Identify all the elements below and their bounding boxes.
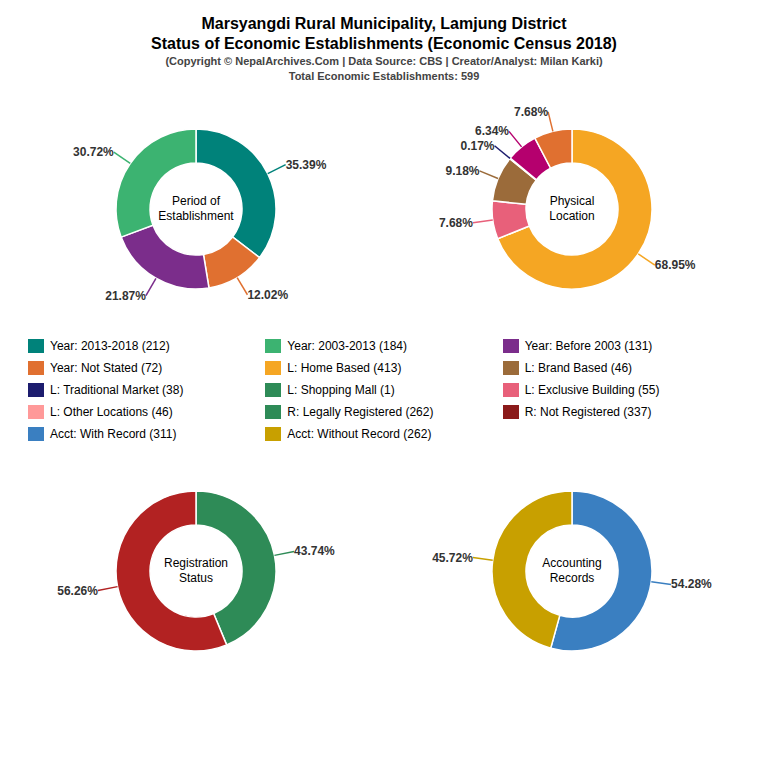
svg-text:0.17%: 0.17% xyxy=(460,139,494,153)
html-text:Year: Not Stated (72): Year: Not Stated (72) xyxy=(50,361,163,375)
svg-text:45.72%: 45.72% xyxy=(432,551,473,565)
svg-text:68.95%: 68.95% xyxy=(655,258,696,272)
svg-text:7.68%: 7.68% xyxy=(514,105,548,119)
html-text:L: Traditional Market (38): L: Traditional Market (38) xyxy=(50,383,184,397)
svg-text:12.02%: 12.02% xyxy=(247,288,288,302)
html-text:Period of Establishment: Period of Establishment xyxy=(158,194,234,223)
svg-text:6.34%: 6.34% xyxy=(475,124,509,138)
html-text:Year: Before 2003 (131): Year: Before 2003 (131) xyxy=(524,339,653,353)
html-text:Accounting Records: Accounting Records xyxy=(542,556,602,585)
html-text:L: Exclusive Building (55): L: Exclusive Building (55) xyxy=(524,383,660,397)
svg-text:54.28%: 54.28% xyxy=(671,577,712,591)
html-text:L: Home Based (413): L: Home Based (413) xyxy=(287,361,402,375)
html-text:(Copyright © NepalArchives.Com: (Copyright © NepalArchives.Com | Data So… xyxy=(165,55,603,67)
html-text:R: Legally Registered (262): R: Legally Registered (262) xyxy=(287,405,434,419)
html-text:Year: 2003-2013 (184): Year: 2003-2013 (184) xyxy=(287,339,407,353)
svg-text:56.26%: 56.26% xyxy=(57,584,98,598)
svg-text:35.39%: 35.39% xyxy=(286,158,327,172)
svg-text:7.68%: 7.68% xyxy=(439,216,473,230)
html-text:Year: 2013-2018 (212): Year: 2013-2018 (212) xyxy=(50,339,170,353)
html-text:Physical Location: Physical Location xyxy=(549,194,595,223)
html-text:R: Not Registered (337): R: Not Registered (337) xyxy=(524,405,652,419)
html-text:Total Economic Establishments:: Total Economic Establishments: 599 xyxy=(288,70,480,82)
svg-text:43.74%: 43.74% xyxy=(294,544,335,558)
html-text:L: Shopping Mall (1): L: Shopping Mall (1) xyxy=(287,383,395,397)
svg-text:30.72%: 30.72% xyxy=(73,145,114,159)
svg-text:9.18%: 9.18% xyxy=(446,164,480,178)
html-text:L: Other Locations (46): L: Other Locations (46) xyxy=(50,405,173,419)
html-text:Acct: Without Record (262): Acct: Without Record (262) xyxy=(287,427,432,441)
html-text:L: Brand Based (46): L: Brand Based (46) xyxy=(524,361,633,375)
html-text:Acct: With Record (311): Acct: With Record (311) xyxy=(50,427,177,441)
svg-text:21.87%: 21.87% xyxy=(105,289,146,303)
html-text:Registration Status: Registration Status xyxy=(164,556,228,585)
html-text:Status of Economic Establishme: Status of Economic Establishments (Econo… xyxy=(151,35,617,52)
html-text:Marsyangdi Rural Municipality,: Marsyangdi Rural Municipality, Lamjung D… xyxy=(201,15,567,32)
